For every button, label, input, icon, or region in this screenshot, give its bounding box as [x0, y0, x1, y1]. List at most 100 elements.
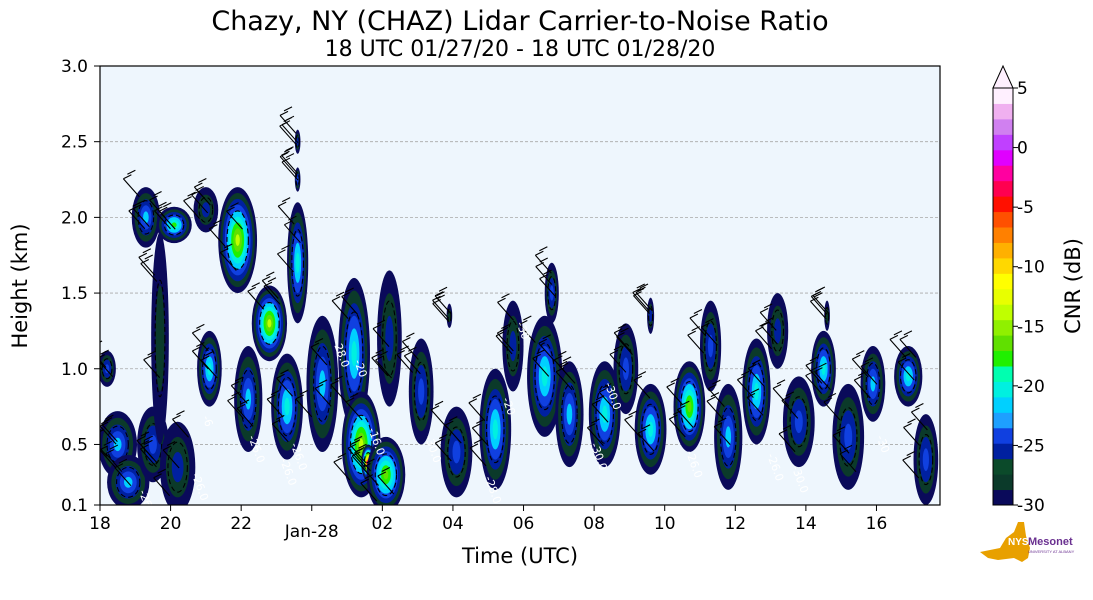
colorbar-segment — [993, 88, 1013, 104]
cnr-cell — [408, 338, 434, 445]
colorbar-tick-label: -25 — [1017, 436, 1045, 456]
cnr-contour — [452, 440, 461, 464]
wind-barb — [114, 458, 132, 487]
cnr-contour — [707, 334, 714, 358]
cnr-cell — [251, 285, 288, 362]
wind-barb — [266, 390, 284, 418]
contour-line — [382, 300, 397, 377]
wind-barb — [261, 271, 279, 299]
colorbar-segment — [993, 242, 1013, 259]
contour-line — [789, 396, 809, 448]
cnr-cell — [131, 187, 160, 248]
chart-subtitle: 18 UTC 01/27/20 - 18 UTC 01/28/20 — [324, 37, 716, 62]
wind-barb — [193, 177, 211, 206]
colorbar-segment — [993, 180, 1013, 197]
wind-barbs — [100, 106, 928, 502]
wind-barb — [747, 359, 765, 387]
colorbar-segment — [993, 427, 1013, 444]
x-tick-label: 06 — [513, 514, 535, 534]
colorbar-segment — [993, 165, 1013, 182]
colorbar-tick-label: 5 — [1017, 79, 1028, 99]
wind-barb — [497, 293, 514, 321]
contour-line — [547, 275, 557, 311]
wind-barb — [616, 327, 633, 356]
y-axis-label: Height (km) — [8, 223, 32, 348]
contour-line — [704, 320, 717, 372]
cnr-contour — [245, 388, 252, 410]
colorbar-tick-label: -30 — [1017, 496, 1045, 516]
contour-line — [771, 309, 785, 353]
cnr-contour — [235, 234, 240, 246]
wind-barb — [371, 348, 389, 377]
colorbar-segment — [993, 458, 1013, 475]
cnr-contour — [492, 419, 498, 440]
x-tick-label: 18 — [89, 514, 111, 534]
contour-line — [295, 172, 300, 187]
wind-barb — [330, 375, 348, 404]
cnr-cell — [527, 315, 563, 437]
cnr-cell — [782, 376, 815, 468]
wind-barb — [100, 340, 107, 368]
wind-barb — [331, 291, 349, 319]
wind-barb — [823, 392, 841, 421]
wind-barb — [534, 246, 552, 274]
wind-barb — [444, 416, 462, 444]
wind-barb — [263, 277, 281, 305]
contour-line — [198, 196, 214, 223]
cnr-contour — [647, 421, 654, 437]
cnr-contour — [418, 378, 425, 405]
cnr-cell — [742, 338, 771, 445]
contour-line — [226, 210, 249, 270]
contour-line — [899, 359, 917, 394]
cnr-cell — [767, 293, 789, 369]
cnr-contour — [143, 211, 149, 224]
wind-barb — [314, 379, 332, 407]
cnr-contour — [295, 252, 300, 273]
wind-barb — [154, 201, 171, 230]
colorbar-segment — [993, 489, 1013, 506]
wind-barb — [432, 291, 449, 319]
plot-frame — [99, 65, 941, 506]
wind-barb — [469, 438, 487, 467]
colorbar-segment — [993, 319, 1013, 336]
x-tick-label: 08 — [583, 514, 605, 534]
contour-line — [163, 214, 185, 236]
cnr-contour — [774, 318, 782, 344]
wind-barb — [706, 392, 724, 420]
wind-barb — [668, 410, 686, 438]
wind-barb — [140, 435, 158, 463]
wind-barb — [899, 330, 917, 358]
contour-line — [259, 301, 280, 345]
cnr-cell — [913, 414, 939, 505]
contour-line — [154, 279, 166, 398]
cnr-contour — [148, 434, 157, 454]
nys-mesonet-logo: NYS Mesonet UNIVERSITY AT ALBANY — [980, 522, 1075, 562]
wind-barb — [761, 317, 778, 345]
colorbar-segment — [993, 227, 1013, 243]
cnr-field — [100, 129, 939, 505]
contour-line — [680, 381, 699, 433]
wind-barb — [700, 318, 718, 346]
contour-line — [561, 384, 578, 444]
wind-barb — [138, 248, 156, 276]
colorbar-extend-arrow — [992, 64, 1014, 89]
cnr-contour — [319, 370, 326, 398]
contour-line — [239, 369, 257, 429]
cnr-contour — [794, 410, 803, 434]
x-tick-label: 20 — [160, 514, 182, 534]
colorbar-segment — [993, 396, 1013, 413]
wind-barb — [347, 439, 365, 467]
wind-barb — [122, 169, 140, 198]
cnr-cell — [832, 383, 865, 490]
colorbar-segment — [993, 149, 1013, 166]
contour-line — [295, 134, 300, 149]
wind-barb — [430, 400, 448, 429]
contour-label: -26 — [927, 497, 945, 518]
colorbar-segment — [993, 196, 1013, 213]
wind-barb — [310, 338, 328, 366]
contour-line — [918, 434, 934, 486]
x-tick-label: 22 — [230, 514, 252, 534]
logo-nys-text: NYS — [1008, 537, 1029, 548]
wind-barb — [633, 371, 651, 399]
wind-barb — [277, 197, 295, 225]
